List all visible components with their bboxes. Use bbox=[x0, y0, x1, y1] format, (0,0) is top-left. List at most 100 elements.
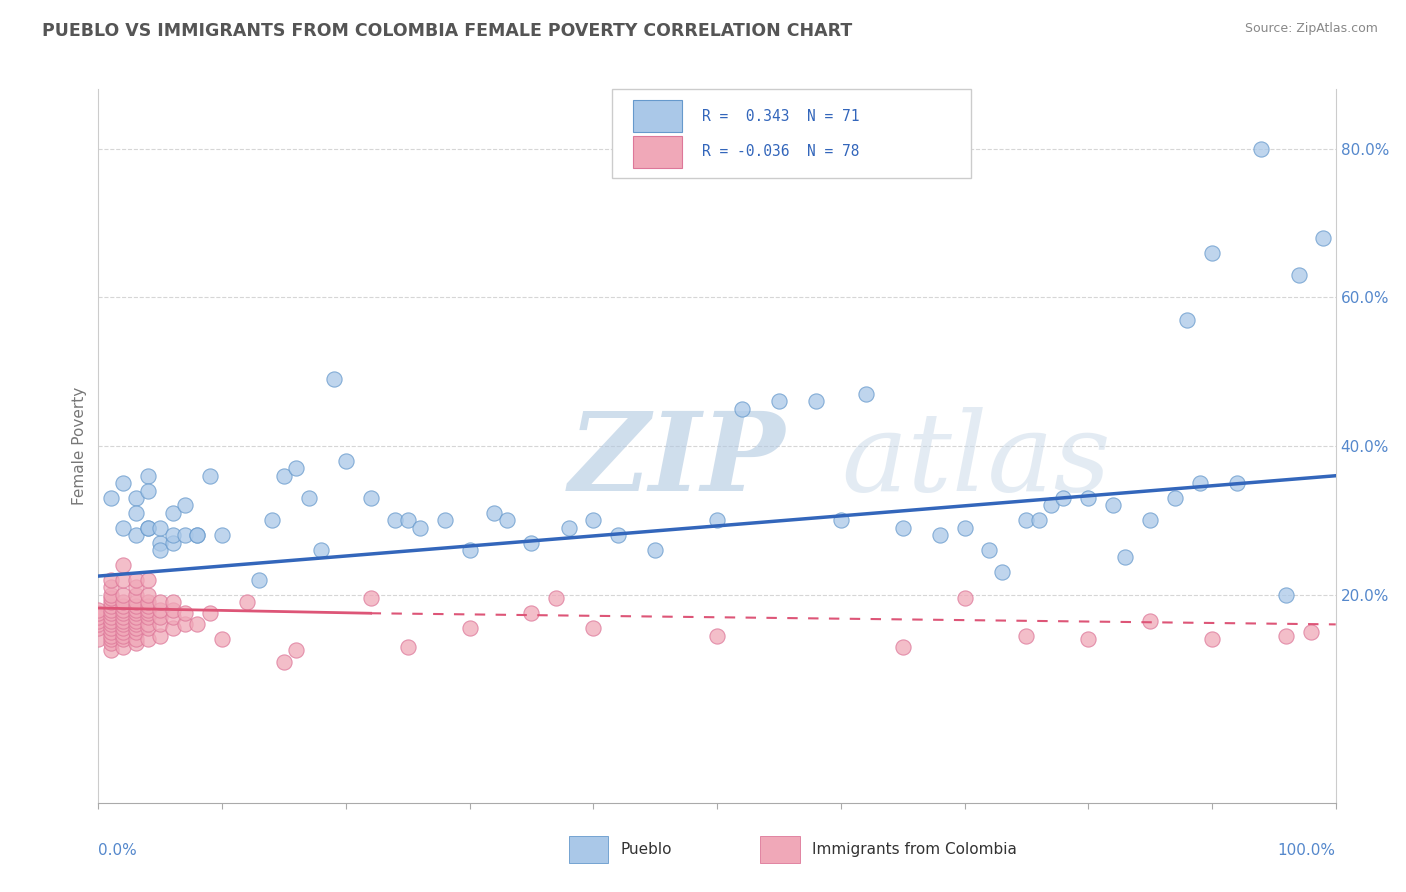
Point bbox=[149, 535, 172, 549]
Point bbox=[1188, 476, 1211, 491]
Point bbox=[100, 643, 122, 657]
Text: 100.0%: 100.0% bbox=[1278, 843, 1336, 858]
Point bbox=[124, 595, 146, 609]
Point bbox=[149, 543, 172, 558]
Point bbox=[162, 506, 184, 520]
Point bbox=[557, 521, 579, 535]
Point bbox=[124, 617, 146, 632]
Point bbox=[830, 513, 852, 527]
Point bbox=[149, 610, 172, 624]
Point bbox=[87, 632, 110, 647]
Point bbox=[1299, 624, 1322, 639]
Point bbox=[198, 468, 221, 483]
Point bbox=[112, 614, 135, 628]
Point bbox=[396, 640, 419, 654]
Point bbox=[162, 528, 184, 542]
Point bbox=[149, 628, 172, 642]
Point bbox=[1226, 476, 1249, 491]
Point bbox=[953, 521, 976, 535]
Point bbox=[100, 602, 122, 616]
Point bbox=[112, 640, 135, 654]
Point bbox=[335, 454, 357, 468]
Point bbox=[1275, 588, 1298, 602]
Point bbox=[136, 610, 159, 624]
Point bbox=[928, 528, 950, 542]
Point bbox=[149, 595, 172, 609]
Point bbox=[124, 599, 146, 613]
Point bbox=[273, 468, 295, 483]
Point bbox=[174, 607, 197, 621]
Point bbox=[495, 513, 517, 527]
Point bbox=[124, 614, 146, 628]
Point bbox=[1028, 513, 1050, 527]
Point bbox=[87, 607, 110, 621]
Point bbox=[396, 513, 419, 527]
Point bbox=[100, 607, 122, 621]
Point bbox=[891, 640, 914, 654]
Point bbox=[124, 607, 146, 621]
Point bbox=[124, 491, 146, 505]
Point bbox=[644, 543, 666, 558]
Point bbox=[112, 628, 135, 642]
Point bbox=[804, 394, 827, 409]
Point bbox=[124, 506, 146, 520]
Point bbox=[136, 573, 159, 587]
Point bbox=[174, 499, 197, 513]
Point bbox=[979, 543, 1001, 558]
Point bbox=[990, 566, 1012, 580]
Point bbox=[112, 521, 135, 535]
Point bbox=[1201, 245, 1223, 260]
Point bbox=[100, 588, 122, 602]
Point bbox=[1114, 550, 1136, 565]
Point bbox=[100, 636, 122, 650]
Point bbox=[1139, 614, 1161, 628]
Text: ZIP: ZIP bbox=[568, 407, 785, 514]
Point bbox=[112, 624, 135, 639]
Point bbox=[582, 621, 605, 635]
Point bbox=[124, 621, 146, 635]
Point bbox=[100, 580, 122, 594]
Point bbox=[360, 491, 382, 505]
Point bbox=[1139, 513, 1161, 527]
Point bbox=[211, 632, 233, 647]
Point bbox=[162, 621, 184, 635]
Point bbox=[285, 461, 308, 475]
Point bbox=[174, 528, 197, 542]
Text: R = -0.036  N = 78: R = -0.036 N = 78 bbox=[702, 144, 859, 159]
Point bbox=[1175, 312, 1198, 326]
Point bbox=[1275, 628, 1298, 642]
Point bbox=[706, 628, 728, 642]
Point bbox=[112, 573, 135, 587]
FancyBboxPatch shape bbox=[761, 837, 800, 863]
Point bbox=[100, 632, 122, 647]
Point bbox=[112, 610, 135, 624]
Point bbox=[458, 621, 481, 635]
Point bbox=[360, 591, 382, 606]
Point bbox=[100, 573, 122, 587]
Point bbox=[136, 483, 159, 498]
Text: PUEBLO VS IMMIGRANTS FROM COLOMBIA FEMALE POVERTY CORRELATION CHART: PUEBLO VS IMMIGRANTS FROM COLOMBIA FEMAL… bbox=[42, 22, 852, 40]
Point bbox=[124, 624, 146, 639]
Point bbox=[87, 617, 110, 632]
Point bbox=[298, 491, 321, 505]
Point bbox=[1077, 491, 1099, 505]
Point bbox=[1250, 142, 1272, 156]
Point bbox=[112, 595, 135, 609]
Point bbox=[100, 595, 122, 609]
Point bbox=[136, 599, 159, 613]
Point bbox=[953, 591, 976, 606]
Point bbox=[433, 513, 456, 527]
Point bbox=[100, 628, 122, 642]
Point bbox=[100, 599, 122, 613]
Point bbox=[136, 588, 159, 602]
Text: Pueblo: Pueblo bbox=[620, 842, 672, 857]
Text: R =  0.343  N = 71: R = 0.343 N = 71 bbox=[702, 109, 859, 124]
Point bbox=[149, 602, 172, 616]
Point bbox=[186, 528, 208, 542]
Point bbox=[520, 607, 543, 621]
Point bbox=[186, 617, 208, 632]
Text: Source: ZipAtlas.com: Source: ZipAtlas.com bbox=[1244, 22, 1378, 36]
Point bbox=[87, 621, 110, 635]
Point bbox=[162, 610, 184, 624]
Point bbox=[162, 602, 184, 616]
